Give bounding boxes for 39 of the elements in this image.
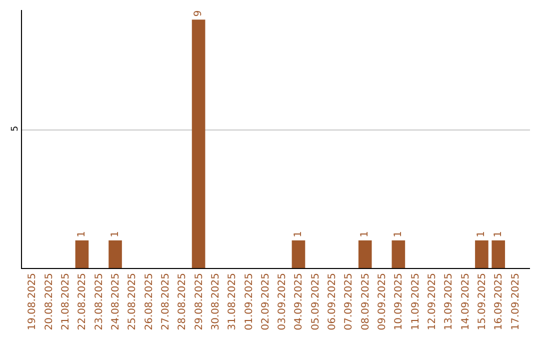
x-tick-label: 08.09.2025 xyxy=(360,273,372,330)
x-tick-label: 11.09.2025 xyxy=(410,273,422,330)
x-tick-label: 03.09.2025 xyxy=(277,273,288,330)
x-tick-label: 14.09.2025 xyxy=(460,273,472,330)
x-tick-label: 28.08.2025 xyxy=(177,273,188,330)
x-tick-label: 19.08.2025 xyxy=(27,273,38,330)
x-tick-label: 23.08.2025 xyxy=(94,273,105,330)
data-label: 1 xyxy=(292,231,304,238)
x-tick-label: 01.09.2025 xyxy=(244,273,255,330)
x-tick-label: 07.09.2025 xyxy=(344,273,355,330)
data-label: 1 xyxy=(492,231,504,238)
x-tick-label: 30.08.2025 xyxy=(210,273,222,330)
x-tick-label: 16.09.2025 xyxy=(494,273,505,330)
x-tick-label: 25.08.2025 xyxy=(127,273,138,330)
x-tick-label: 12.09.2025 xyxy=(426,273,438,330)
x-tick-label: 22.08.2025 xyxy=(77,273,88,330)
x-tick-label: 17.09.2025 xyxy=(510,273,522,330)
x-tick-label: 10.09.2025 xyxy=(394,273,405,330)
data-label: 1 xyxy=(392,231,404,238)
x-tick-label: 06.09.2025 xyxy=(327,273,338,330)
x-tick-label: 24.08.2025 xyxy=(110,273,122,330)
data-label: 1 xyxy=(110,231,121,238)
data-label: 1 xyxy=(476,231,488,238)
x-tick-label: 09.09.2025 xyxy=(377,273,388,330)
data-label: 1 xyxy=(360,231,371,238)
x-tick-label: 13.09.2025 xyxy=(444,273,455,330)
y-tick-label: 5 xyxy=(10,126,20,132)
x-tick-label: 02.09.2025 xyxy=(260,273,272,330)
x-tick-label: 15.09.2025 xyxy=(476,273,488,330)
x-tick-label: 21.08.2025 xyxy=(60,273,72,330)
data-label: 9 xyxy=(193,10,204,17)
data-label: 1 xyxy=(76,231,88,238)
x-tick-label: 04.09.2025 xyxy=(294,273,305,330)
x-tick-label: 26.08.2025 xyxy=(144,273,155,330)
x-tick-label: 31.08.2025 xyxy=(227,273,238,330)
x-tick-label: 27.08.2025 xyxy=(160,273,172,330)
x-tick-label: 29.08.2025 xyxy=(194,273,205,330)
x-tick-label: 20.08.2025 xyxy=(44,273,55,330)
x-tick-label: 05.09.2025 xyxy=(310,273,322,330)
